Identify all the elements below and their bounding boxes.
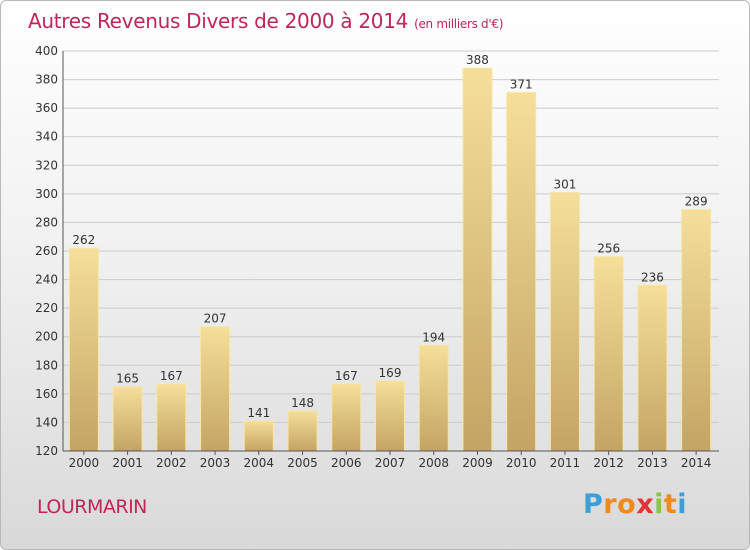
data-label-2004: 141 — [247, 406, 270, 420]
x-tick-label-2006: 2006 — [331, 456, 362, 470]
data-label-2007: 169 — [379, 366, 402, 380]
bar-2006 — [331, 383, 362, 452]
data-label-2006: 167 — [335, 369, 358, 383]
x-tick-label-2001: 2001 — [112, 456, 143, 470]
data-label-2014: 289 — [685, 195, 708, 209]
data-label-2003: 207 — [204, 312, 227, 326]
bar-2003 — [200, 326, 231, 452]
logo-letter: i — [654, 489, 664, 520]
bar-2013 — [637, 284, 668, 452]
x-tick-label-2014: 2014 — [681, 456, 712, 470]
chart-title-text: Autres Revenus Divers de 2000 à 2014 — [28, 9, 409, 33]
proxiti-logo: Proxiti — [583, 489, 687, 520]
data-label-2010: 371 — [510, 77, 533, 91]
x-tick-label-2008: 2008 — [418, 456, 449, 470]
chart-title: Autres Revenus Divers de 2000 à 2014 (en … — [28, 9, 503, 33]
x-tick-label-2005: 2005 — [287, 456, 318, 470]
logo-letter: r — [603, 489, 618, 520]
y-tick-label: 360 — [35, 101, 58, 115]
y-tick-label: 240 — [35, 273, 58, 287]
y-tick-label: 120 — [35, 444, 58, 458]
x-tick-label-2002: 2002 — [156, 456, 187, 470]
x-tick-label-2011: 2011 — [550, 456, 581, 470]
x-tick-label-2003: 2003 — [200, 456, 231, 470]
bar-2014 — [681, 209, 712, 452]
bar-2009 — [462, 67, 493, 452]
data-label-2008: 194 — [422, 330, 445, 344]
data-label-2002: 167 — [160, 369, 183, 383]
x-tick-label-2007: 2007 — [375, 456, 406, 470]
y-tick-label: 220 — [35, 301, 58, 315]
bar-2005 — [287, 410, 318, 452]
logo-letter: i — [677, 489, 688, 520]
bar-2010 — [506, 91, 537, 452]
data-label-2005: 148 — [291, 396, 314, 410]
y-tick-label: 340 — [35, 130, 58, 144]
axes: 120 140 160 180 200 220 240 260 280 300 320 340 360 3… — [35, 44, 719, 470]
data-label-2012: 256 — [597, 242, 620, 256]
x-tick-label-2000: 2000 — [69, 456, 100, 470]
bar-2001 — [112, 386, 143, 452]
y-tick-label: 300 — [35, 187, 58, 201]
logo-letter: t — [663, 489, 678, 520]
bar-2007 — [375, 380, 405, 452]
data-label-2011: 301 — [553, 177, 576, 191]
y-tick-label: 180 — [35, 358, 58, 372]
data-label-2000: 262 — [72, 233, 95, 247]
bar-2012 — [593, 256, 624, 452]
y-tick-label: 160 — [35, 387, 58, 401]
logo-letter: P — [583, 489, 604, 520]
bar-2008 — [418, 344, 449, 452]
bar-2004 — [243, 420, 274, 452]
x-tick-label-2010: 2010 — [506, 456, 537, 470]
y-tick-label: 200 — [35, 330, 58, 344]
bars: 262 165 167 207 141 148 167 169 194 388 371 301 256 2… — [68, 53, 712, 452]
y-tick-label: 280 — [35, 215, 58, 229]
x-tick-label-2004: 2004 — [244, 456, 275, 470]
y-tick-label: 380 — [35, 73, 58, 87]
y-tick-label: 320 — [35, 158, 58, 172]
y-tick-label: 400 — [35, 44, 58, 58]
bar-2011 — [549, 191, 580, 452]
bar-2000 — [68, 247, 99, 452]
bar-2002 — [156, 383, 187, 452]
y-tick-label: 260 — [35, 244, 58, 258]
data-label-2013: 236 — [641, 270, 664, 284]
logo-letter: x — [636, 489, 655, 520]
chart-unit: (en milliers d'€) — [414, 17, 504, 31]
data-label-2009: 388 — [466, 53, 489, 67]
city-name: LOURMARIN — [37, 496, 147, 518]
x-tick-label-2012: 2012 — [593, 456, 624, 470]
data-label-2001: 165 — [116, 372, 139, 386]
x-tick-label-2013: 2013 — [637, 456, 668, 470]
logo-letter: o — [617, 489, 637, 520]
x-tick-label-2009: 2009 — [462, 456, 493, 470]
y-tick-label: 140 — [35, 415, 58, 429]
